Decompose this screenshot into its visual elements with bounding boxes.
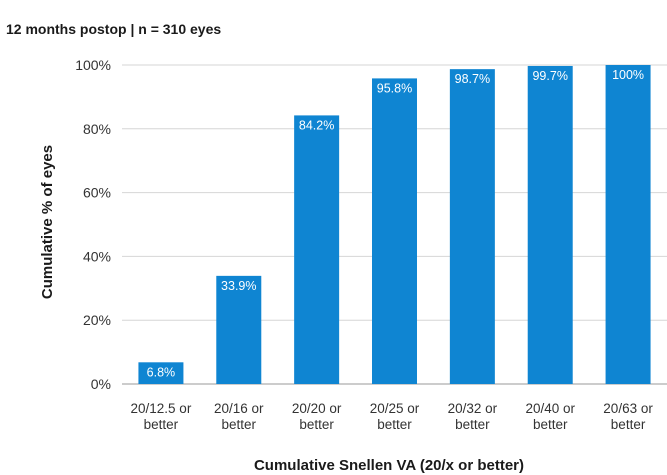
data-label: 95.8% [377,81,412,95]
data-label: 100% [612,68,644,82]
x-tick-label: 20/12.5 or better [131,401,192,432]
x-tick-label: 20/25 or better [370,401,420,432]
bar [372,78,417,384]
y-tick-label: 100% [75,57,111,73]
x-tick-label: 20/16 or better [214,401,264,432]
x-tick-label: 20/20 or better [292,401,342,432]
x-tick-label: 20/40 or better [525,401,575,432]
x-tick-labels: 20/12.5 or better 20/16 or better 20/20 or be… [131,401,654,432]
data-label: 99.7% [532,69,567,83]
data-label: 98.7% [455,72,490,86]
y-axis-label: Cumulative % of eyes [39,145,56,299]
x-axis-label: Cumulative Snellen VA (20/x or better) [254,457,524,474]
data-label: 33.9% [221,279,256,293]
data-labels: 6.8% 33.9% 84.2% 95.8% 98.7% 99.7% 100% [147,68,644,379]
y-tick-label: 40% [83,248,111,264]
y-tick-label: 60% [83,185,111,201]
x-tick-label: 20/63 or better [603,401,653,432]
x-tick-label: 20/32 or better [448,401,498,432]
y-tick-label: 80% [83,121,111,137]
bar [527,65,573,384]
bars [138,65,651,384]
chart-subtitle: 12 months postop | n = 310 eyes [6,21,221,37]
y-tick-labels: 0% 20% 40% 60% 80% 100% [75,57,111,392]
bar [216,275,262,384]
bar [449,69,495,384]
bar [294,115,340,384]
data-label: 6.8% [147,365,176,379]
bar [605,65,651,384]
y-tick-label: 20% [83,312,111,328]
data-label: 84.2% [299,118,334,132]
y-tick-label: 0% [91,376,111,392]
bar [138,362,184,384]
